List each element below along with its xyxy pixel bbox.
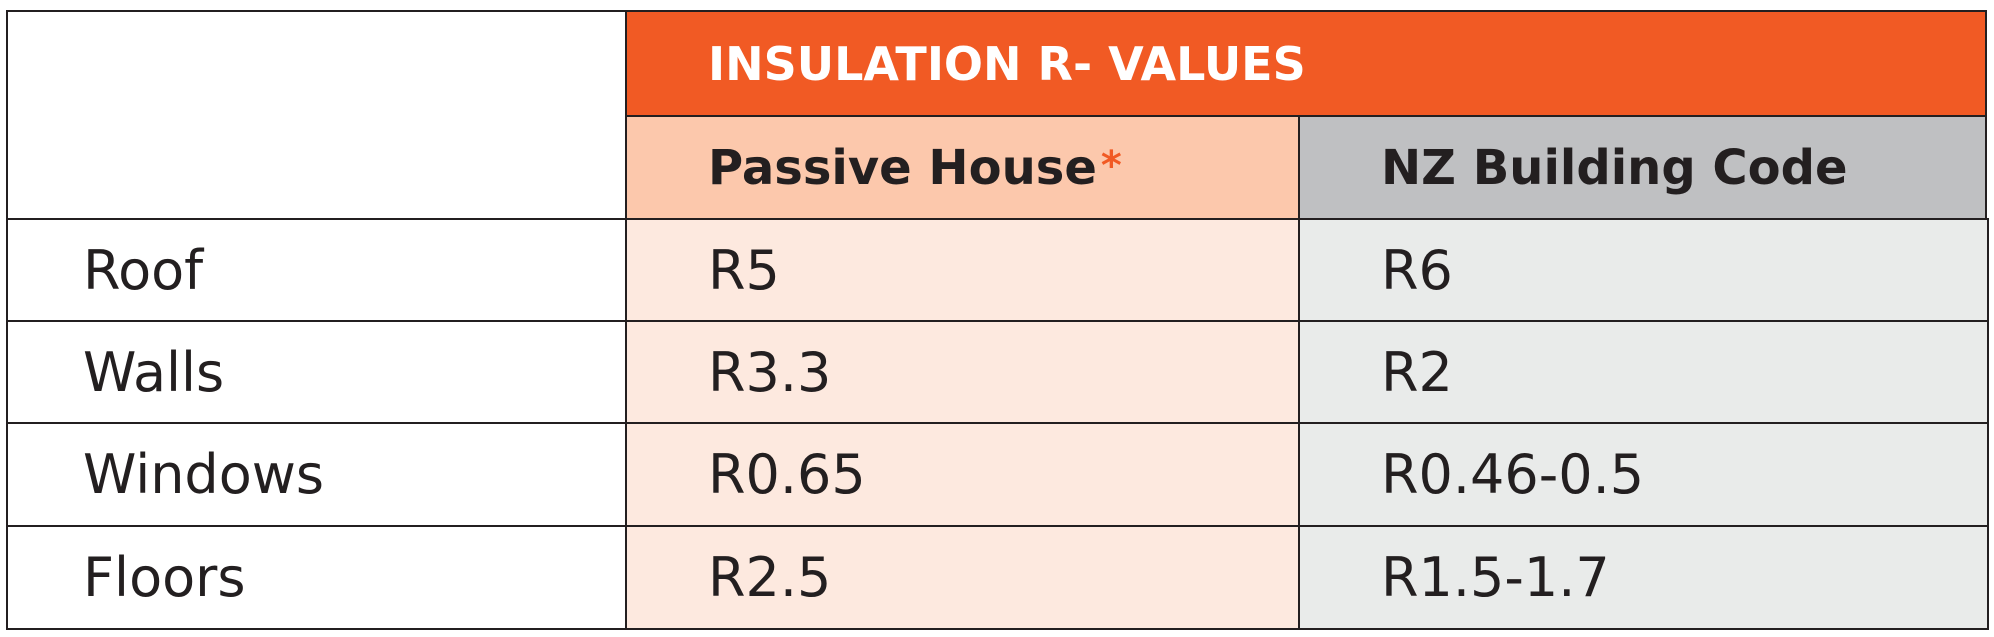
column-header: NZ Building Code xyxy=(1298,115,1987,220)
cell-text: R2 xyxy=(1381,340,1453,404)
table-cell: R0.65 xyxy=(625,422,1300,527)
column-header: Passive House * xyxy=(625,115,1300,220)
cell-text: R3.3 xyxy=(708,340,832,404)
table-cell: R0.46-0.5 xyxy=(1298,422,1989,527)
cell-text: R0.65 xyxy=(708,443,866,506)
table-cell: R2 xyxy=(1298,320,1989,424)
table-cell: R3.3 xyxy=(625,320,1300,424)
title-text: INSULATION R- VALUES xyxy=(708,36,1306,91)
table-cell: R5 xyxy=(625,218,1300,322)
cell-text: Roof xyxy=(83,238,204,302)
cell-text: Walls xyxy=(83,340,225,404)
cell-text: Floors xyxy=(83,546,246,609)
table-cell: Windows xyxy=(6,422,627,527)
note-mark: * xyxy=(1100,143,1122,189)
table-cell: Walls xyxy=(6,320,627,424)
table-cell: R2.5 xyxy=(625,525,1300,630)
table-cell: Floors xyxy=(6,525,627,630)
column-header-text: NZ Building Code xyxy=(1381,139,1848,196)
cell-text: R5 xyxy=(708,238,780,302)
table-cell: R1.5-1.7 xyxy=(1298,525,1989,630)
cell-text: Windows xyxy=(83,443,325,506)
table-cell: R6 xyxy=(1298,218,1989,322)
table-cell: Roof xyxy=(6,218,627,322)
cell-text: R0.46-0.5 xyxy=(1381,443,1645,506)
column-header-text: Passive House xyxy=(708,139,1097,196)
cell-text: R1.5-1.7 xyxy=(1381,546,1610,609)
table-title: INSULATION R- VALUES xyxy=(625,10,1987,117)
corner-cell xyxy=(6,10,627,220)
cell-text: R2.5 xyxy=(708,546,832,609)
cell-text: R6 xyxy=(1381,238,1453,302)
